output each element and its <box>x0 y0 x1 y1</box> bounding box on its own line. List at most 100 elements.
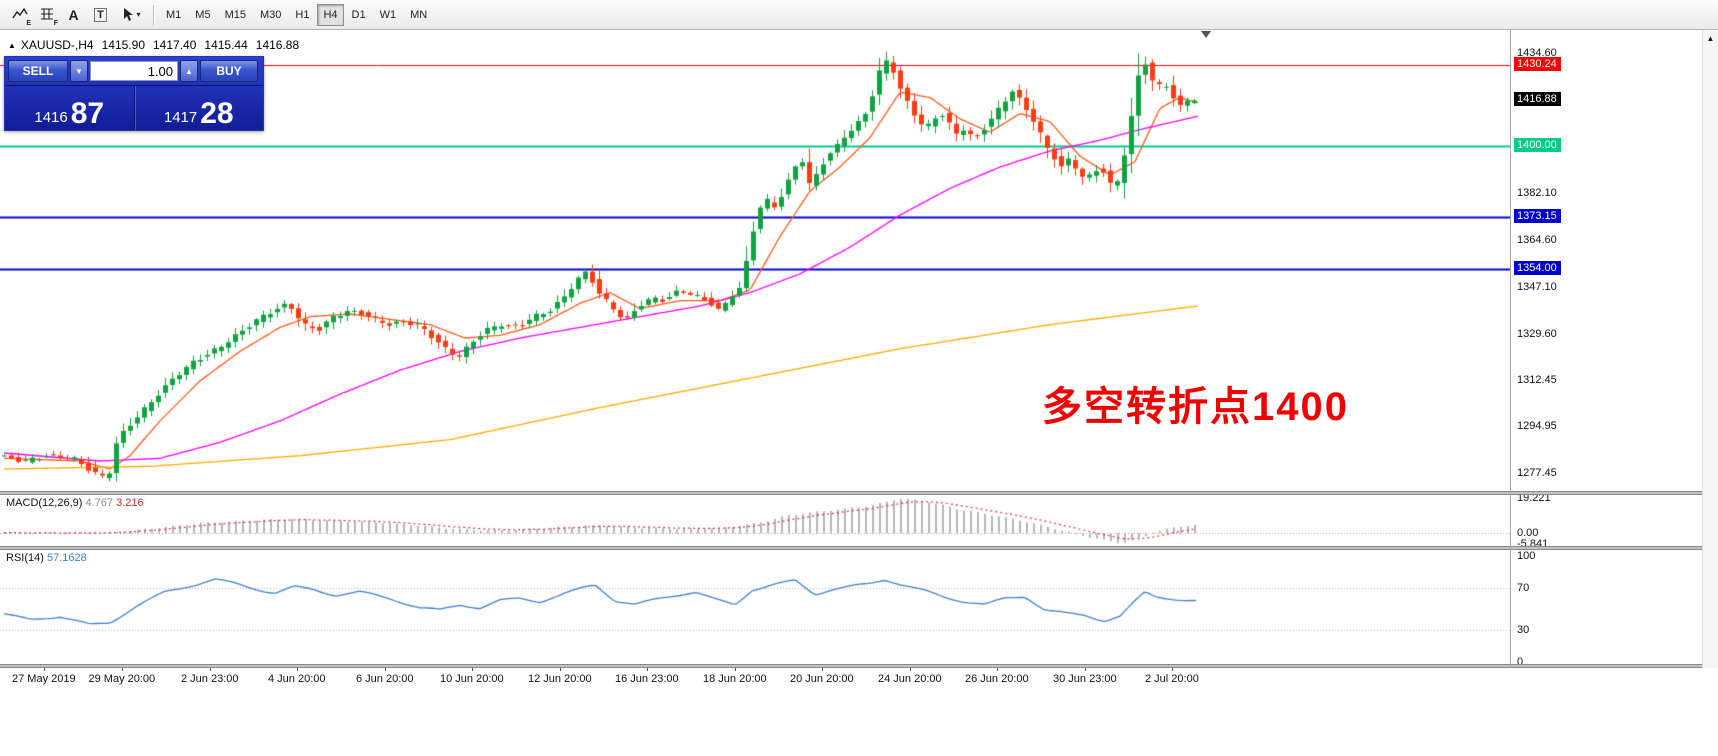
time-tick-mark <box>822 668 823 671</box>
price-marker-1416.88: 1416.88 <box>1514 92 1561 107</box>
cursor-tool-button[interactable]: ▾ <box>114 3 148 27</box>
time-axis-label: 6 Jun 20:00 <box>356 673 414 685</box>
time-axis-label: 29 May 20:00 <box>88 673 156 685</box>
sell-quote: 1416 87 <box>5 86 134 130</box>
volume-up-button[interactable]: ▲ <box>180 60 198 82</box>
chart-shift-marker[interactable] <box>1201 31 1211 38</box>
macd-label: MACD(12,26,9) 4.767 3.216 <box>6 497 144 509</box>
price-marker-1430.24: 1430.24 <box>1514 56 1561 71</box>
trade-controls-row: SELL ▼ ▲ BUY <box>5 57 263 85</box>
timeframe-group: M1 M5 M15 M30 H1 H4 D1 W1 MN <box>159 3 434 26</box>
price-tick-label: 1364.60 <box>1517 234 1557 247</box>
rsi-axis-label: 30 <box>1517 624 1530 637</box>
price-tick-label: 1382.10 <box>1517 187 1557 200</box>
text-label-icon: A <box>68 6 79 23</box>
time-axis[interactable]: 27 May 2019 29 May 20:00 2 Jun 23:00 4 Jun … <box>0 668 1702 692</box>
time-tick-mark <box>1085 668 1086 671</box>
annotation-text[interactable]: 多空转折点1400 <box>1042 385 1349 429</box>
timeframe-button-M15[interactable]: M15 <box>219 4 252 26</box>
text-box-icon: T <box>94 7 107 22</box>
rsi-label: RSI(14) 57.1628 <box>6 552 87 564</box>
toolbar: E F A T ▾ M1 M5 M15 M30 H1 H4 D1 W1 MN <box>0 0 1718 30</box>
symbol-name: XAUUSD-,H4 <box>20 38 94 52</box>
panel-separator[interactable] <box>0 664 1702 668</box>
scroll-up-arrow-icon[interactable]: ▲ <box>1706 34 1715 43</box>
rsi-name: RSI(14) <box>6 552 44 564</box>
macd-axis-label: 0.00 <box>1517 527 1539 540</box>
macd-axis-label: 19.221 <box>1517 492 1551 504</box>
price-tick-label: 1277.45 <box>1517 467 1557 480</box>
time-axis-label: 2 Jul 20:00 <box>1145 673 1199 685</box>
time-axis-label: 27 May 2019 <box>12 673 76 685</box>
rsi-canvas[interactable] <box>0 550 1510 664</box>
timeframe-button-H4[interactable]: H4 <box>317 3 344 26</box>
timeframe-button-M30[interactable]: M30 <box>254 4 287 26</box>
timeframe-button-M1[interactable]: M1 <box>160 4 187 26</box>
timeframe-button-MN[interactable]: MN <box>404 4 433 26</box>
buy-button[interactable]: BUY <box>200 60 258 82</box>
time-axis-label: 18 Jun 20:00 <box>703 673 767 685</box>
macd-canvas[interactable] <box>0 495 1510 546</box>
timeframe-button-W1[interactable]: W1 <box>374 4 403 26</box>
time-tick-mark <box>210 668 211 671</box>
panel-separator[interactable] <box>0 491 1702 495</box>
rsi-axis-label: 100 <box>1517 550 1536 562</box>
rsi-value: 57.1628 <box>46 552 87 564</box>
volume-input[interactable] <box>90 61 178 81</box>
time-tick-mark <box>122 668 123 671</box>
time-axis-label: 26 Jun 20:00 <box>965 673 1029 685</box>
macd-main-value: 4.767 <box>85 497 114 509</box>
symbol-header: ▲ XAUUSD-,H4 1415.90 1417.40 1415.44 1416.88 <box>8 38 299 52</box>
time-axis-label: 20 Jun 20:00 <box>790 673 854 685</box>
quote-divider <box>133 86 135 130</box>
rsi-axis-label: 0 <box>1517 656 1524 668</box>
panel-separator[interactable] <box>0 546 1702 550</box>
sell-button[interactable]: SELL <box>8 60 68 82</box>
indicator-grid-tool-button[interactable]: F <box>33 3 60 27</box>
rsi-axis-label: 70 <box>1517 581 1530 594</box>
macd-signal-value: 3.216 <box>116 497 144 509</box>
price-marker-1400.00: 1400.00 <box>1514 137 1561 152</box>
quote-display-row: 1416 87 1417 28 <box>5 85 263 130</box>
trade-panel-toggle-icon[interactable]: ▲ <box>8 41 16 50</box>
time-axis-label: 2 Jun 23:00 <box>181 673 239 685</box>
axis-border-line <box>1510 30 1511 668</box>
time-tick-mark <box>297 668 298 671</box>
timeframe-button-H1[interactable]: H1 <box>289 4 315 26</box>
bar-close-value: 1416.88 <box>255 38 300 52</box>
price-axis[interactable]: 1434.60 1382.10 1364.60 1347.10 1329.60 1312.… <box>1511 30 1702 668</box>
one-click-trading-panel: SELL ▼ ▲ BUY 1416 87 1417 28 <box>4 56 264 131</box>
time-tick-mark <box>44 668 45 671</box>
time-tick-mark <box>472 668 473 671</box>
buy-price-pips: 28 <box>200 96 234 130</box>
vertical-scrollbar[interactable]: ▲ <box>1702 30 1718 668</box>
price-marker-1354.00: 1354.00 <box>1514 260 1561 275</box>
bar-low-value: 1415.44 <box>204 38 248 52</box>
bar-high-value: 1417.40 <box>153 38 197 52</box>
grid-tool-sub-label: F <box>53 19 58 27</box>
timeframe-button-D1[interactable]: D1 <box>346 4 372 26</box>
price-tick-label: 1329.60 <box>1517 327 1557 340</box>
text-box-tool-button[interactable]: T <box>87 3 114 27</box>
volume-down-button[interactable]: ▼ <box>70 60 88 82</box>
candlestick-chart-icon <box>11 7 28 18</box>
price-marker-1373.15: 1373.15 <box>1514 209 1561 224</box>
timeframe-button-M5[interactable]: M5 <box>189 4 216 26</box>
time-tick-mark <box>647 668 648 671</box>
price-tick-label: 1434.60 <box>1517 47 1557 60</box>
bar-open-value: 1415.90 <box>101 38 145 52</box>
time-tick-mark <box>560 668 561 671</box>
macd-name: MACD(12,26,9) <box>6 497 83 509</box>
time-axis-label: 30 Jun 23:00 <box>1053 673 1117 685</box>
toolbar-separator <box>153 4 154 25</box>
buy-price-main: 1417 <box>163 108 198 126</box>
time-tick-mark <box>997 668 998 671</box>
sell-price-main: 1416 <box>34 108 68 126</box>
chart-tool-sub-label: E <box>26 19 31 27</box>
chart-tool-button[interactable]: E <box>6 3 33 27</box>
time-tick-mark <box>910 668 911 671</box>
text-label-tool-button[interactable]: A <box>60 3 87 27</box>
time-tick-mark <box>1172 668 1173 671</box>
time-axis-label: 10 Jun 20:00 <box>440 673 504 685</box>
